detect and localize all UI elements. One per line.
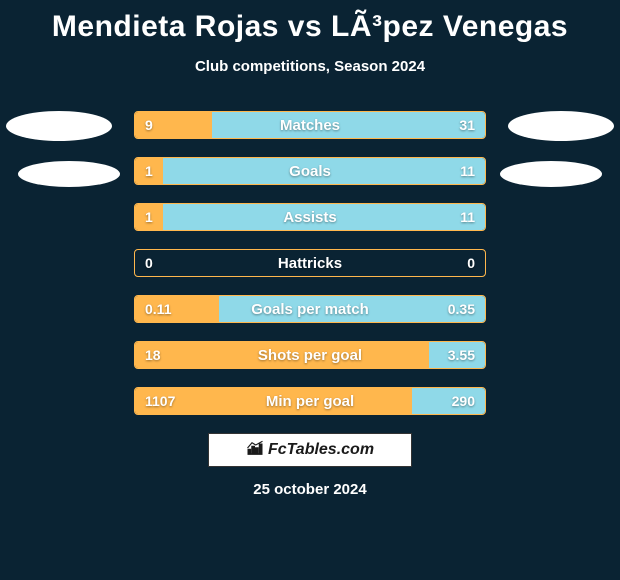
- bar-left-fill: [135, 204, 163, 230]
- subtitle: Club competitions, Season 2024: [0, 58, 620, 75]
- bars-container: Matches931 Goals111 Assists111 Hattricks0 0 G…: [134, 111, 486, 415]
- site-badge[interactable]: FcTables.com: [208, 433, 412, 467]
- bar-row: Goals per match0.110.35: [134, 295, 486, 323]
- bar-left-fill: [135, 388, 412, 414]
- bar-row: Assists111: [134, 203, 486, 231]
- bar-row: Shots per goal183.55: [134, 341, 486, 369]
- chart-icon: [246, 440, 264, 461]
- bar-right-fill: [163, 158, 485, 184]
- bar-right-fill: [429, 342, 485, 368]
- bar-right-fill: [219, 296, 485, 322]
- footer-date: 25 october 2024: [0, 481, 620, 498]
- bar-right-fill: [212, 112, 485, 138]
- bar-row: Min per goal1107290: [134, 387, 486, 415]
- bar-left-fill: [135, 112, 212, 138]
- player-left-avatar-shadow: [18, 161, 120, 187]
- bar-row: Matches931: [134, 111, 486, 139]
- comparison-chart: Matches931 Goals111 Assists111 Hattricks0 0 G…: [0, 111, 620, 415]
- bar-left-fill: [135, 296, 219, 322]
- bar-right-fill: [163, 204, 485, 230]
- site-badge-label: FcTables.com: [268, 441, 374, 459]
- bar-left-fill: [135, 342, 429, 368]
- bar-right-fill: [412, 388, 486, 414]
- bar-value-left: 0: [145, 250, 153, 276]
- bar-value-right: 0: [467, 250, 475, 276]
- player-right-avatar-shadow: [500, 161, 602, 187]
- page-title: Mendieta Rojas vs LÃ³pez Venegas: [0, 0, 620, 44]
- bar-row: Goals111: [134, 157, 486, 185]
- player-right-avatar-placeholder: [508, 111, 614, 141]
- bar-label: Hattricks: [135, 250, 485, 276]
- bar-row: Hattricks0 0: [134, 249, 486, 277]
- player-left-avatar-placeholder: [6, 111, 112, 141]
- bar-left-fill: [135, 158, 163, 184]
